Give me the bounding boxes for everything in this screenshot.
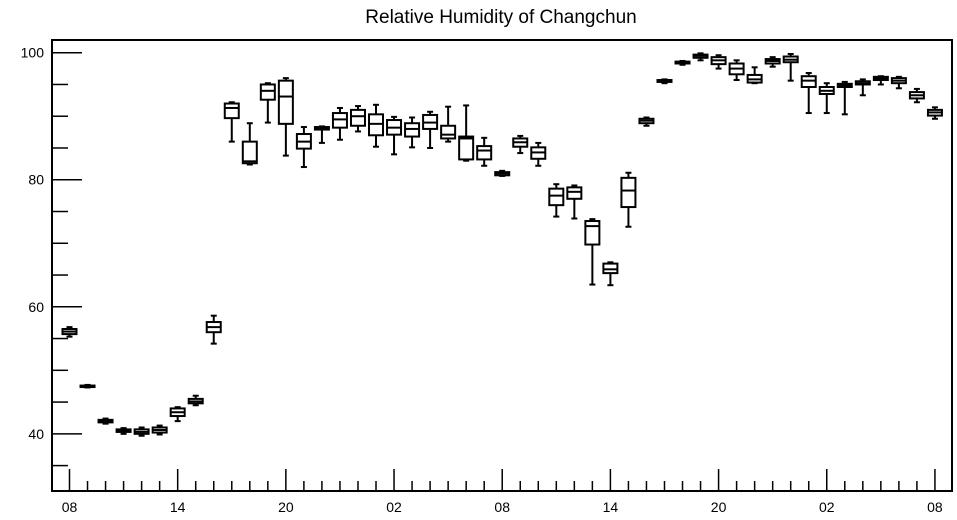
- iqr-box: [584, 220, 601, 246]
- box-29: [584, 218, 601, 286]
- box-45: [872, 75, 889, 86]
- box-26: [530, 141, 547, 167]
- box-15: [331, 106, 348, 141]
- box-19: [404, 116, 421, 149]
- iqr-box: [620, 176, 637, 209]
- x-tick-label: 08: [62, 499, 78, 515]
- box-27: [548, 183, 565, 218]
- box-12: [277, 77, 294, 157]
- box-36: [710, 54, 727, 70]
- y-tick-label: 60: [28, 299, 44, 315]
- box-31: [620, 171, 637, 228]
- iqr-box: [548, 187, 565, 207]
- box-34: [674, 59, 691, 66]
- x-tick-label: 08: [494, 499, 510, 515]
- box-37: [728, 59, 745, 82]
- box-4: [133, 426, 150, 437]
- box-7: [187, 394, 204, 407]
- x-tick-label: 20: [278, 499, 294, 515]
- x-tick-label: 20: [711, 499, 727, 515]
- iqr-box: [223, 102, 240, 120]
- box-21: [440, 105, 457, 143]
- x-tick-label: 02: [386, 499, 402, 515]
- iqr-box: [277, 79, 294, 125]
- box-13: [295, 126, 312, 169]
- box-42: [818, 82, 835, 115]
- box-38: [746, 66, 763, 85]
- box-48: [926, 106, 943, 120]
- box-2: [97, 417, 114, 425]
- box-25: [512, 134, 529, 155]
- x-tick-label: 14: [170, 499, 186, 515]
- box-9: [223, 101, 240, 143]
- box-20: [422, 110, 439, 149]
- iqr-box: [241, 140, 258, 165]
- box-24: [494, 169, 511, 177]
- x-tick-label: 02: [819, 499, 835, 515]
- box-0: [61, 326, 78, 338]
- x-axis: 08 14 20 02 08 14 20 02 08: [62, 469, 943, 515]
- box-8: [205, 314, 222, 345]
- iqr-box: [566, 186, 583, 200]
- y-tick-label: 80: [28, 172, 44, 188]
- box-28: [566, 184, 583, 220]
- box-14: [313, 125, 330, 144]
- iqr-box: [259, 83, 276, 101]
- box-39: [764, 56, 781, 68]
- y-tick-label: 40: [28, 426, 44, 442]
- x-tick-label: 14: [603, 499, 619, 515]
- box-30: [602, 261, 619, 287]
- box-18: [386, 115, 403, 156]
- box-40: [782, 52, 799, 82]
- y-axis: 40 60 80 100: [21, 45, 82, 467]
- box-23: [476, 136, 493, 167]
- box-6: [169, 406, 186, 423]
- box-44: [854, 78, 871, 97]
- iqr-box: [458, 135, 475, 161]
- box-41: [800, 72, 817, 115]
- box-16: [349, 105, 366, 133]
- box-22: [458, 104, 475, 162]
- plot-frame: [51, 39, 953, 492]
- box-10: [241, 122, 258, 166]
- chart-title: Relative Humidity of Changchun: [365, 7, 636, 28]
- box-46: [890, 75, 907, 90]
- iqr-box: [440, 124, 457, 140]
- box-1: [79, 383, 96, 389]
- y-tick-label: 100: [21, 45, 45, 61]
- box-32: [638, 116, 655, 127]
- box-47: [908, 87, 925, 104]
- box-17: [368, 103, 385, 148]
- box-3: [115, 427, 132, 435]
- x-tick-label: 08: [927, 499, 943, 515]
- box-35: [692, 52, 709, 62]
- box-33: [656, 78, 673, 85]
- iqr-box: [349, 108, 366, 127]
- box-11: [259, 82, 276, 124]
- iqr-box: [476, 145, 493, 161]
- box-series: [61, 52, 943, 437]
- box-5: [151, 424, 168, 436]
- box-43: [836, 80, 853, 116]
